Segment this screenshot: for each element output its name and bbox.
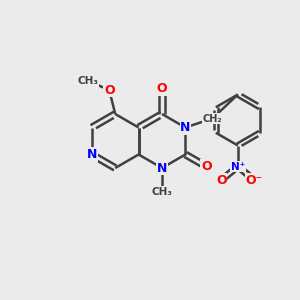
Text: O: O — [216, 173, 227, 187]
Text: CH₃: CH₃ — [78, 76, 99, 86]
Text: N: N — [87, 148, 97, 161]
Text: CH₃: CH₃ — [152, 187, 172, 197]
Text: O: O — [104, 83, 115, 97]
Text: N: N — [180, 121, 190, 134]
Text: O: O — [157, 82, 167, 95]
Text: N⁺: N⁺ — [231, 161, 245, 172]
Text: N: N — [157, 161, 167, 175]
Text: O: O — [201, 160, 212, 173]
Text: O⁻: O⁻ — [246, 173, 263, 187]
Text: CH₂: CH₂ — [202, 113, 222, 124]
